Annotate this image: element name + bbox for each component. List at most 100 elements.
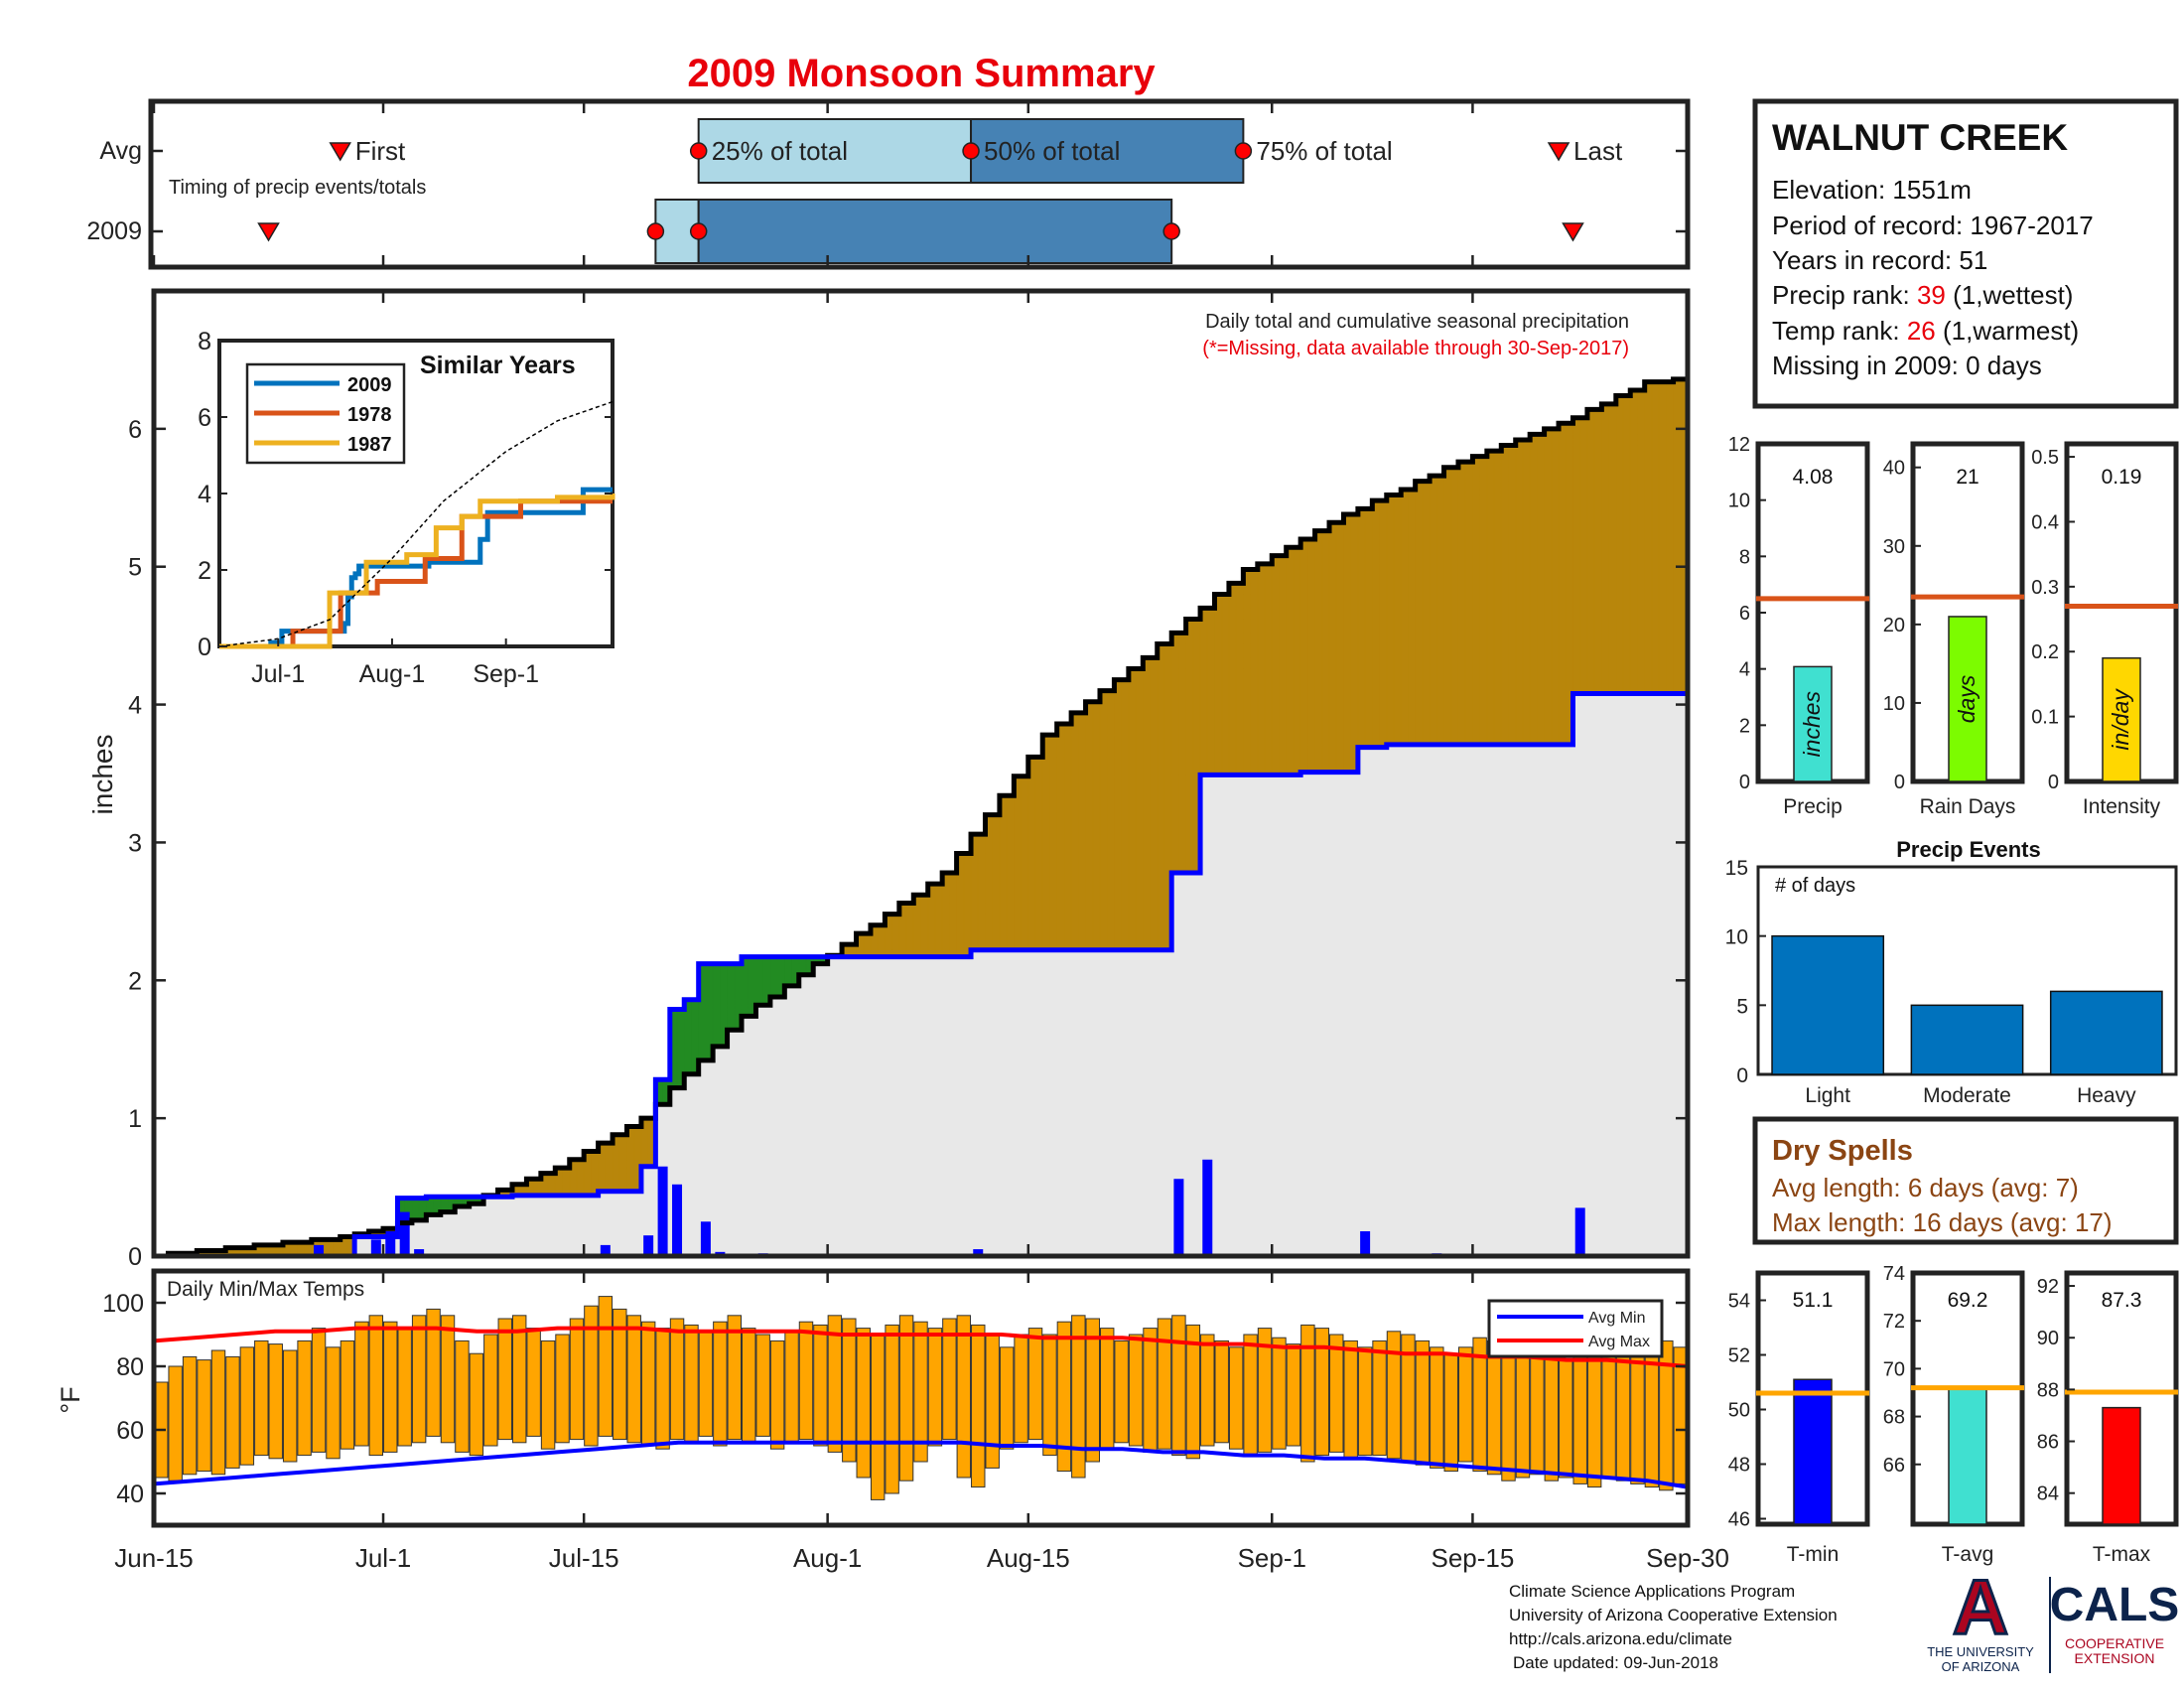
intensity-unit: in/day [2108,688,2133,751]
avg-max-line [153,1326,1689,1368]
temp-bar [598,1296,614,1437]
y-tick-label: 0 [128,1243,142,1271]
temp-bar [1372,1340,1387,1457]
date-label: Aug-15 [987,1543,1070,1573]
temp-bar [483,1334,498,1447]
y2009-first-marker [257,222,280,242]
temp-bar [1027,1328,1043,1441]
temperature-panel: 40 60 80 100 Daily Min/Max Temps °F Avg Min… [56,1268,1691,1528]
temp-bar [1085,1318,1100,1463]
temp-bar [1644,1346,1660,1488]
dry-spells-box: Dry Spells Avg length: 6 days (avg: 7) M… [1752,1116,2179,1245]
temp-bar [397,1328,412,1447]
temp-bar [927,1328,943,1447]
temp-bar [297,1340,312,1457]
timing-markers [257,142,1584,242]
intensity-value: 0.19 [2102,466,2142,489]
tmax-label: T-max [2093,1543,2151,1566]
date-label: Jun-15 [114,1543,194,1573]
temp-bar [1430,1346,1444,1469]
avg-last-marker [1547,142,1570,162]
dry-spells-frame [1752,1116,2179,1245]
cumulative-lines [154,376,1691,1259]
events-y-tick-label: 10 [1725,926,1748,949]
temp-bar [669,1318,685,1441]
temp-y-label: °F [56,1386,85,1413]
tavg-tick-label: 70 [1883,1358,1905,1380]
y2009-p50-marker [689,222,708,240]
footer-line-4: Date updated: 09-Jun-2018 [1513,1653,1718,1672]
temp-bar [742,1328,756,1444]
temp-bar [1157,1318,1172,1450]
temp-title: Daily Min/Max Temps [167,1278,364,1301]
temp-bar [655,1328,670,1450]
inset-y-tick-label: 6 [198,404,211,432]
temp-y-axis: 40 60 80 100 [102,1290,1688,1508]
precip-bar [370,1239,381,1256]
cals-line-2: EXTENSION [2075,1650,2155,1666]
temp-bar [698,1331,714,1437]
temp-bar [798,1321,814,1441]
precip-bar [1574,1207,1585,1256]
tmin-label: T-min [1787,1543,1840,1566]
inset-y-tick-label: 2 [198,557,211,585]
temp-bar [898,1315,914,1481]
temp-bar [1343,1340,1358,1460]
events-y-tick-label: 0 [1736,1064,1748,1087]
precip-tick-label: 8 [1739,546,1750,568]
temp-bar [1472,1337,1487,1473]
temp-bar [526,1328,541,1437]
raindays-tick-label: 20 [1883,615,1905,636]
station-name: WALNUT CREEK [1772,117,2068,158]
tavg-bar [1948,1386,1987,1525]
temp-bar [1143,1328,1158,1453]
cals-wordmark: CALS [2050,1579,2180,1631]
temp-bar [1042,1334,1057,1457]
tmin-tick-label: 54 [1728,1291,1750,1313]
temp-bar [383,1321,398,1453]
ua-logo: A THE UNIVERSITY OF ARIZONA [1927,1562,2051,1674]
temp-bar [1572,1352,1587,1484]
events-x-label: Heavy [2077,1084,2136,1107]
temp-bar [1530,1349,1545,1476]
intensity-bar [2102,657,2141,782]
temp-rank-value: 26 [1907,316,1936,346]
temp-bar [455,1340,470,1453]
temp-y-tick-label: 60 [116,1417,144,1445]
temp-bar [1659,1340,1674,1491]
temp-bar [497,1318,512,1441]
temp-bar [827,1315,843,1453]
band-25-50 [697,118,973,184]
inset-line-1978 [219,498,613,649]
inset-line-2009 [219,487,613,649]
temp-bar [1486,1340,1502,1476]
band-50-75 [970,118,1245,184]
precip-events-panel: Precip Events 0 5 10 15 Light Moderate Heavy #… [1725,837,2178,1107]
tmax-bar [2102,1406,2141,1525]
temp-y-tick-label: 100 [102,1290,144,1318]
timing-label-last: Last [1573,136,1623,166]
tmin-bar [1793,1378,1833,1525]
temp-bar [1443,1352,1458,1473]
precip-bar [414,1249,425,1256]
events-y-label: # of days [1775,875,1855,897]
temp-bar [1457,1346,1473,1463]
temp-rank-prefix: Temp rank: [1772,316,1907,346]
temp-legend-frame [1487,1299,1664,1358]
temp-bar [340,1340,355,1450]
temp-bar [555,1334,570,1444]
temp-bar [1329,1334,1344,1453]
y2009-p25-marker [646,222,665,240]
precip-value: 4.08 [1793,466,1834,489]
temp-bar [1257,1328,1273,1453]
cumulative-2009-line [154,690,1688,1259]
footer-line-1: Climate Science Applications Program [1509,1582,1795,1601]
inset-y-tick-label: 4 [198,481,211,508]
tmin-value: 51.1 [1793,1289,1834,1312]
y-tick-label: 3 [128,829,142,857]
events-y-tick-label: 5 [1736,995,1748,1018]
tmax-tick-label: 92 [2037,1276,2059,1298]
temp-bar [411,1315,427,1444]
dry-spells-max: Max length: 16 days (avg: 17) [1772,1207,2113,1237]
